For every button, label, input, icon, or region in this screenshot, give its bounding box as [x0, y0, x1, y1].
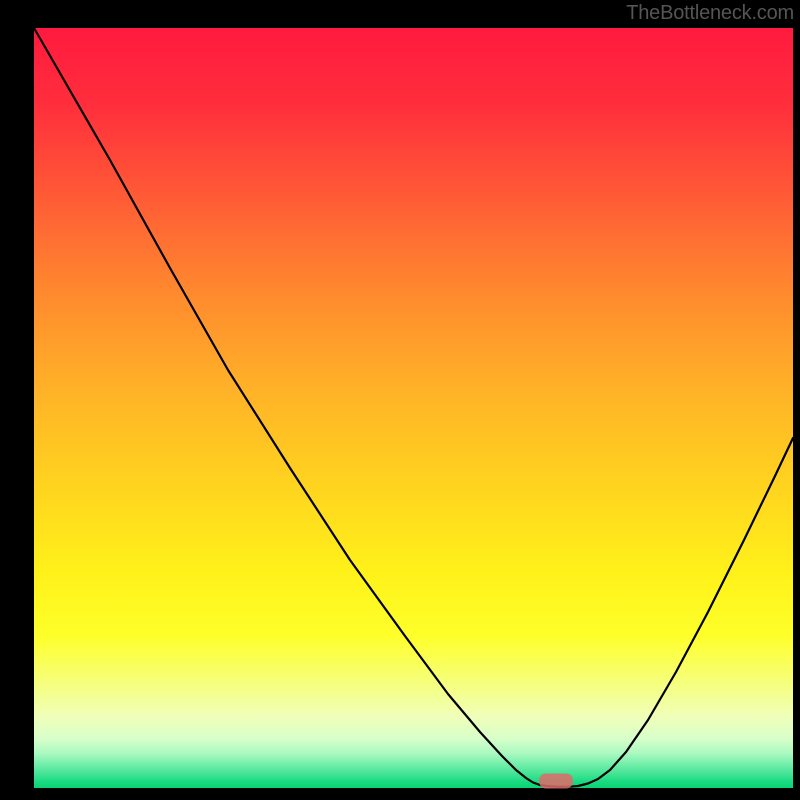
watermark-text: TheBottleneck.com [626, 2, 794, 25]
plot-area-gradient [34, 28, 793, 788]
chart-frame: TheBottleneck.com [0, 0, 800, 800]
bottleneck-gradient-chart [0, 0, 800, 800]
optimal-point-marker [539, 774, 573, 789]
